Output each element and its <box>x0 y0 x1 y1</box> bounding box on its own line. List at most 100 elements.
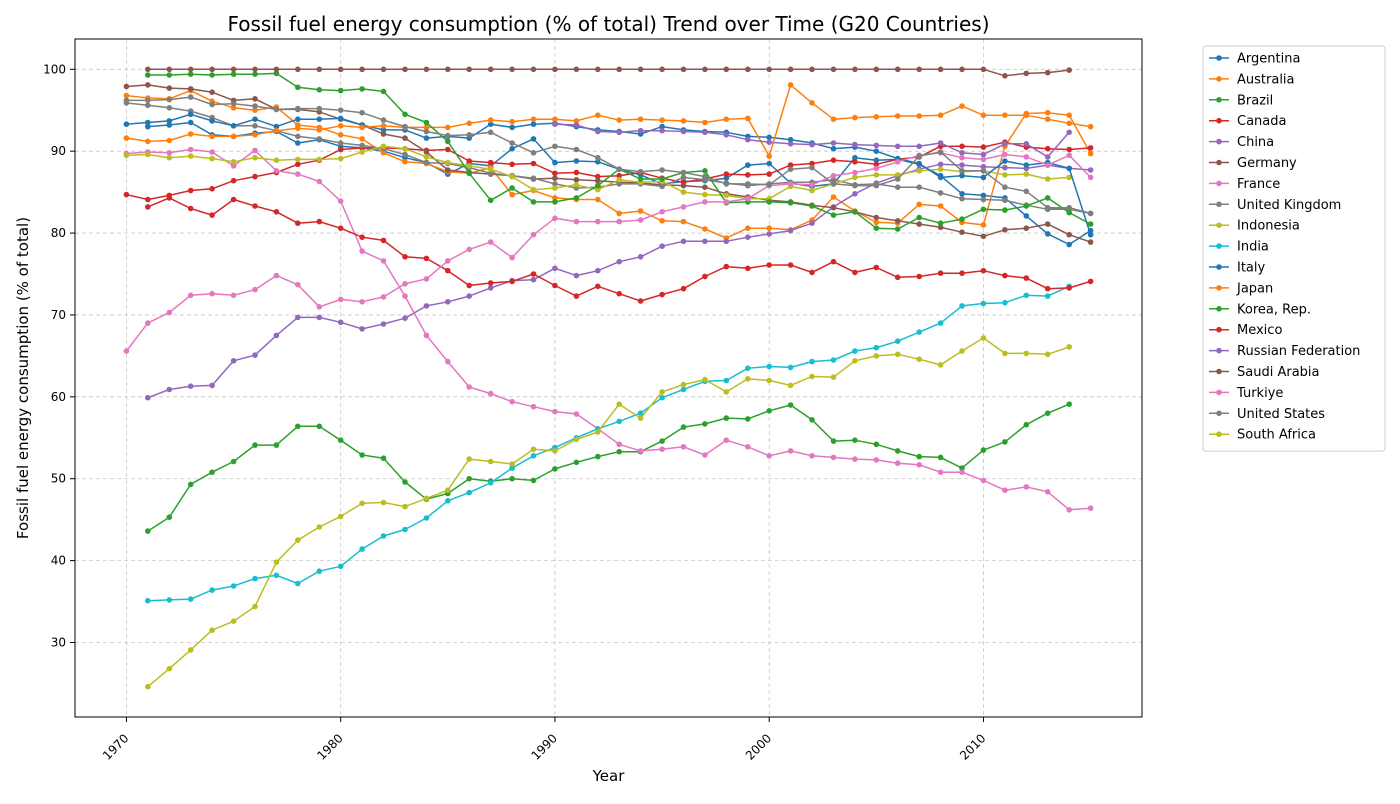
data-point <box>937 112 944 118</box>
legend-label: Italy <box>1237 261 1266 276</box>
data-point <box>745 195 751 202</box>
data-point <box>402 145 408 152</box>
legend-marker <box>1216 431 1222 438</box>
data-point <box>959 270 965 277</box>
data-point <box>959 150 965 156</box>
data-point <box>637 66 644 73</box>
data-point <box>402 123 408 130</box>
data-point <box>402 111 408 118</box>
data-point <box>766 171 772 177</box>
data-point <box>595 267 601 274</box>
data-point <box>466 384 473 390</box>
data-point <box>980 192 987 199</box>
data-point <box>145 123 151 130</box>
legend-marker <box>1216 389 1222 396</box>
data-point <box>809 187 815 194</box>
data-point <box>145 66 151 73</box>
data-point <box>616 177 622 183</box>
data-point <box>423 135 430 141</box>
data-point <box>680 238 687 245</box>
data-point <box>509 254 515 261</box>
data-point <box>530 446 537 453</box>
data-point <box>766 134 772 141</box>
data-point <box>509 145 515 152</box>
data-point <box>852 269 858 276</box>
data-point <box>830 374 837 381</box>
legend-label: Russian Federation <box>1237 344 1360 359</box>
data-point <box>830 66 837 73</box>
data-point <box>959 469 965 476</box>
data-point <box>252 66 258 73</box>
data-point <box>509 173 515 180</box>
data-point <box>830 145 837 152</box>
data-point <box>787 166 794 172</box>
data-point <box>145 320 151 326</box>
data-point <box>316 87 323 93</box>
data-point <box>530 271 537 277</box>
data-point <box>487 285 494 291</box>
data-point <box>702 226 708 232</box>
data-point <box>894 448 901 454</box>
data-point <box>145 204 151 210</box>
data-point <box>745 136 751 143</box>
data-point <box>252 132 258 138</box>
data-point <box>402 526 408 533</box>
data-point <box>659 176 665 182</box>
data-point <box>573 118 580 124</box>
data-point <box>445 159 451 166</box>
data-point <box>209 382 215 389</box>
data-point <box>273 272 280 279</box>
data-point <box>937 469 944 476</box>
data-point <box>1044 351 1051 358</box>
data-point <box>937 161 944 168</box>
data-point <box>1087 210 1094 217</box>
data-point <box>273 168 280 174</box>
data-point <box>659 291 665 298</box>
data-point <box>616 172 622 179</box>
data-point <box>894 460 901 467</box>
data-point <box>295 84 301 91</box>
data-point <box>209 469 215 476</box>
data-point <box>616 117 622 123</box>
data-point <box>402 151 408 158</box>
data-point <box>937 270 944 277</box>
data-point <box>380 150 387 156</box>
data-point <box>595 283 601 290</box>
data-point <box>487 166 494 172</box>
data-point <box>959 195 965 202</box>
data-point <box>273 123 280 130</box>
data-point <box>702 168 708 174</box>
data-point <box>959 465 965 471</box>
data-point <box>209 101 215 108</box>
data-point <box>487 390 494 397</box>
data-point <box>616 418 622 425</box>
data-point <box>1023 292 1030 299</box>
data-point <box>273 332 280 339</box>
data-point <box>359 234 365 240</box>
data-point <box>187 71 194 77</box>
data-point <box>509 140 515 146</box>
data-point <box>337 123 344 129</box>
data-point <box>187 131 194 137</box>
data-point <box>616 166 622 172</box>
data-point <box>273 442 280 448</box>
data-point <box>209 89 215 95</box>
data-point <box>766 377 772 384</box>
data-point <box>852 141 858 148</box>
data-point <box>230 100 237 107</box>
legend-label: Turkiye <box>1236 386 1283 401</box>
data-point <box>123 135 130 141</box>
data-point <box>423 124 430 131</box>
data-point <box>702 421 708 427</box>
data-point <box>680 118 687 124</box>
data-point <box>445 132 451 139</box>
data-point <box>316 524 323 530</box>
data-point <box>852 437 858 444</box>
series-china <box>145 161 1094 401</box>
data-point <box>230 177 237 184</box>
data-point <box>209 72 215 78</box>
legend-item: United Kingdom <box>1209 198 1341 213</box>
data-point <box>830 177 837 183</box>
data-point <box>916 329 922 335</box>
data-point <box>145 82 151 88</box>
